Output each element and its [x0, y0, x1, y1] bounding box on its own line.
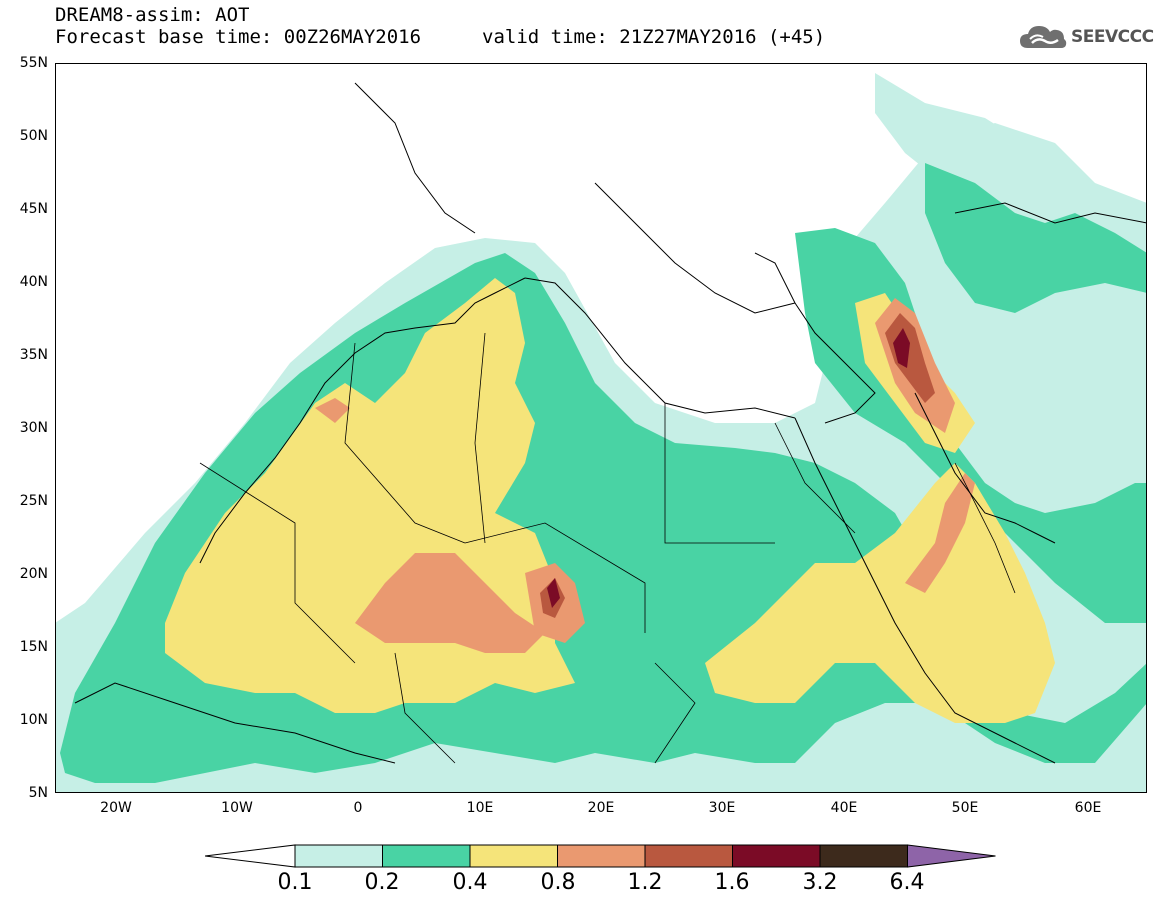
- lon-label: 0: [353, 800, 363, 816]
- cloud-icon: [1020, 26, 1067, 48]
- forecast-base-time: Forecast base time: 00Z26MAY2016: [55, 26, 422, 48]
- lat-label: 20N: [19, 566, 48, 582]
- lat-label: 30N: [19, 420, 48, 436]
- colorbar-label: 6.4: [889, 870, 925, 895]
- colorbar-segment: [644, 844, 733, 868]
- colorbar-segment: [557, 844, 646, 868]
- lat-label: 50N: [19, 128, 48, 144]
- colorbar-label: 0.8: [540, 870, 576, 895]
- lon-label: 20E: [587, 800, 615, 816]
- lat-label: 45N: [19, 201, 48, 217]
- colorbar-segment: [294, 844, 383, 868]
- colorbar-label: 1.2: [627, 870, 663, 895]
- seevccc-logo: SEEVCCC: [1018, 22, 1154, 52]
- lon-label: 60E: [1074, 800, 1102, 816]
- aot-map: [55, 63, 1147, 793]
- lon-label: 40E: [830, 800, 858, 816]
- colorbar-segment: [819, 844, 908, 868]
- lat-label: 15N: [19, 639, 48, 655]
- map-title: DREAM8-assim: AOT: [55, 4, 250, 26]
- lat-label: 55N: [19, 55, 48, 71]
- lat-label: 25N: [19, 493, 48, 509]
- colorbar-over-triangle: [907, 844, 996, 868]
- colorbar: [205, 844, 996, 868]
- colorbar-segment: [732, 844, 821, 868]
- aot-level-1.6: [547, 328, 910, 608]
- lat-label: 35N: [19, 347, 48, 363]
- lon-label: 50E: [951, 800, 979, 816]
- valid-time: valid time: 21Z27MAY2016 (+45): [482, 26, 826, 48]
- lon-label: 30E: [708, 800, 736, 816]
- colorbar-label: 1.6: [714, 870, 750, 895]
- colorbar-label: 3.2: [802, 870, 838, 895]
- colorbar-segment: [469, 844, 558, 868]
- lat-label: 10N: [19, 712, 48, 728]
- colorbar-label: 0.4: [452, 870, 488, 895]
- coastlines: [74, 82, 1147, 764]
- borders: [199, 332, 1016, 764]
- colorbar-label: 0.1: [277, 870, 313, 895]
- lat-label: 5N: [28, 785, 48, 801]
- logo-text: SEEVCCC: [1071, 27, 1154, 47]
- colorbar-under-triangle: [205, 844, 296, 868]
- colorbar-segment: [382, 844, 471, 868]
- lon-label: 10E: [466, 800, 494, 816]
- lat-label: 40N: [19, 274, 48, 290]
- lon-label: 20W: [100, 800, 132, 816]
- colorbar-label: 0.2: [364, 870, 400, 895]
- lon-label: 10W: [221, 800, 253, 816]
- aot-field: [55, 73, 1147, 793]
